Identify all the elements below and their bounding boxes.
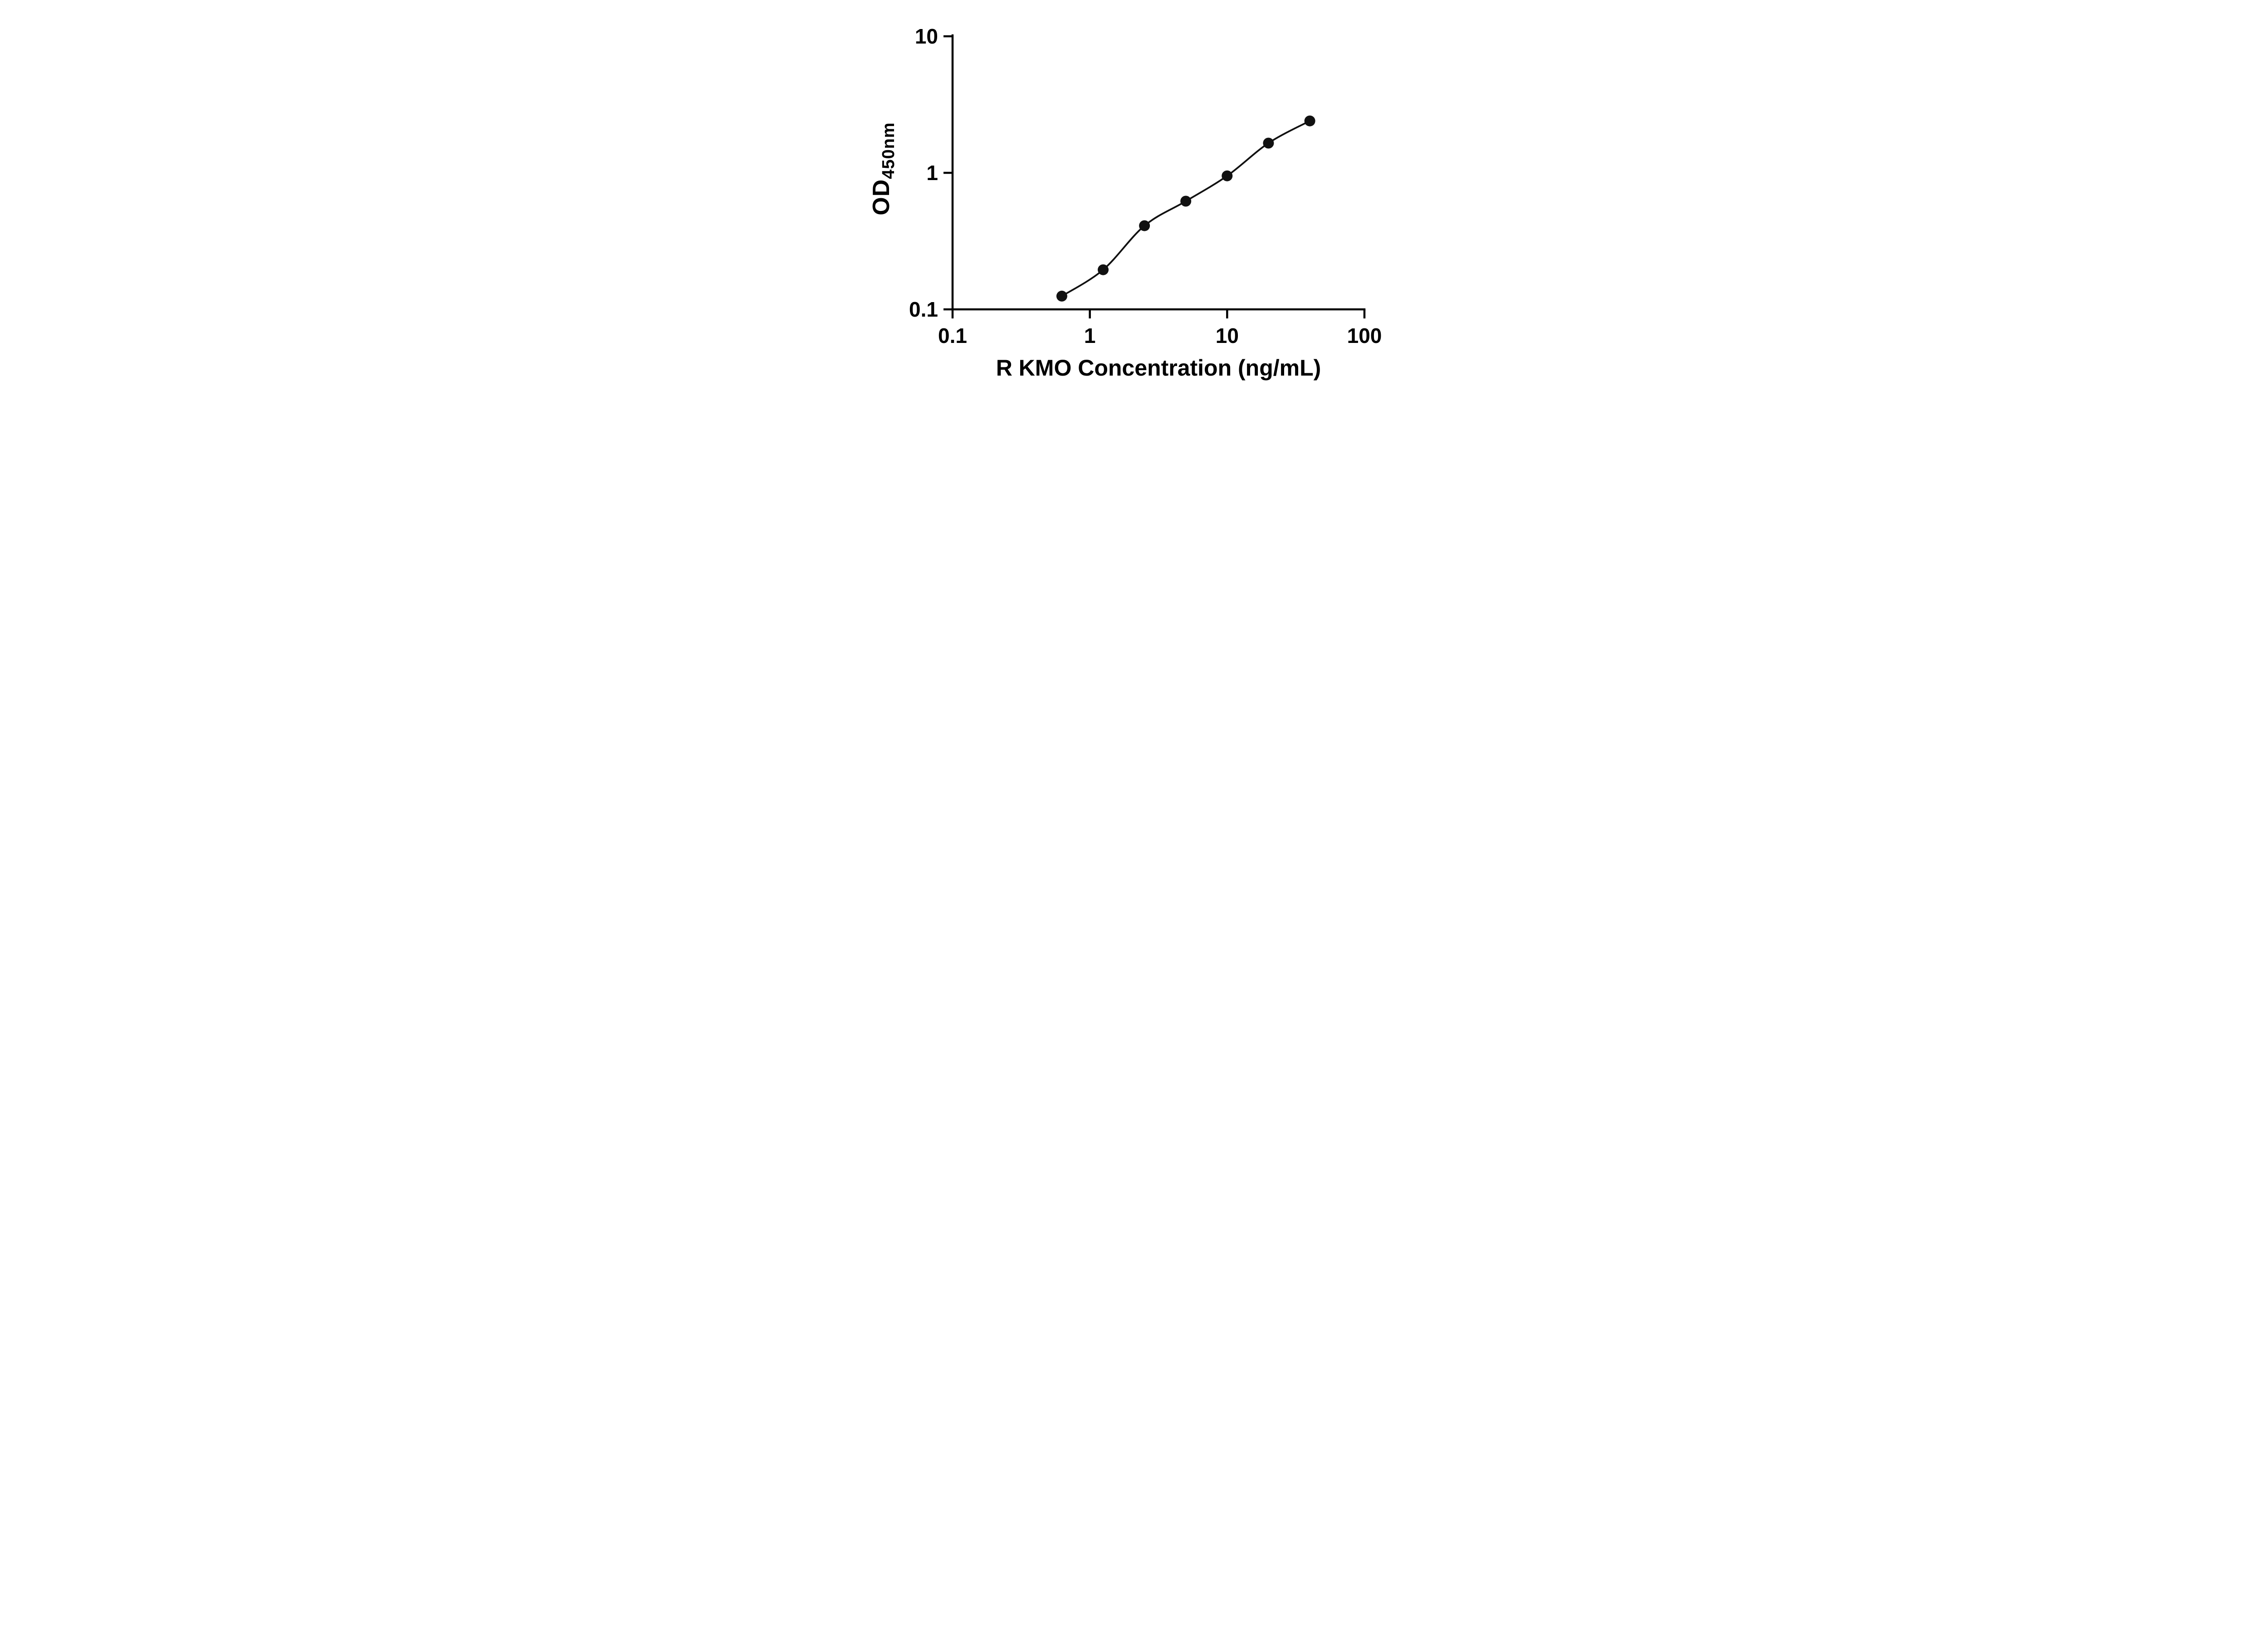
y-tick-label: 1 [926,161,938,185]
chart-canvas: 0.1 1 10 100 0.1 1 10 [909,24,1382,347]
x-tick-label: 0.1 [938,324,967,347]
elisa-standard-curve-figure: 0.1 1 10 100 0.1 1 10 OD450nm R KMO Concentrat… [848,0,1420,408]
data-point [1222,170,1233,181]
data-point [1139,220,1150,231]
x-tick-label: 1 [1084,324,1096,347]
data-point [1304,115,1315,127]
x-tick-label: 10 [1216,324,1239,347]
y-tick-label: 10 [915,24,938,48]
axes-lines [951,34,1366,311]
y-axis-title-text: OD [868,179,894,215]
x-axis-title: R KMO Concentration (ng/mL) [996,355,1321,381]
y-tick-label: 0.1 [909,298,938,321]
data-point [1263,137,1274,149]
data-point [1056,290,1067,302]
y-axis-title: OD450nm [868,122,899,215]
y-axis-title-subscript: 450nm [879,122,899,179]
x-tick-label: 100 [1347,324,1382,347]
data-point [1098,264,1109,275]
data-point [1180,196,1192,207]
